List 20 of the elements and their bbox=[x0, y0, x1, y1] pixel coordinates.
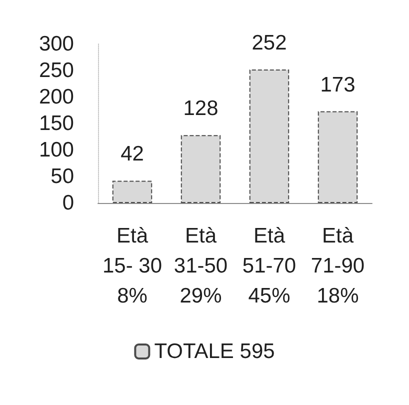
data-label: 42 bbox=[120, 142, 144, 166]
y-tick-label: 300 bbox=[38, 32, 74, 56]
bar bbox=[180, 135, 221, 203]
x-tick-label: Età 51-70 45% bbox=[242, 224, 296, 308]
bar bbox=[249, 69, 290, 203]
y-tick-label: 200 bbox=[38, 86, 74, 108]
y-tick-label: 100 bbox=[38, 138, 74, 162]
y-tick-label: 0 bbox=[62, 192, 74, 214]
bar bbox=[112, 180, 152, 203]
legend-label: TOTALE 595 bbox=[154, 340, 275, 363]
data-label: 173 bbox=[320, 73, 356, 96]
y-tick-label: 250 bbox=[38, 59, 74, 82]
y-tick-label: 50 bbox=[50, 165, 74, 188]
x-tick-label: Età 31-50 29% bbox=[174, 224, 228, 308]
data-label: 252 bbox=[252, 31, 287, 54]
y-tick-label: 150 bbox=[38, 112, 74, 135]
x-tick-label: Età 71-90 18% bbox=[310, 224, 365, 308]
x-tick-label: Età 15- 30 8% bbox=[102, 224, 162, 308]
bar bbox=[318, 111, 358, 203]
data-label: 128 bbox=[183, 97, 218, 120]
